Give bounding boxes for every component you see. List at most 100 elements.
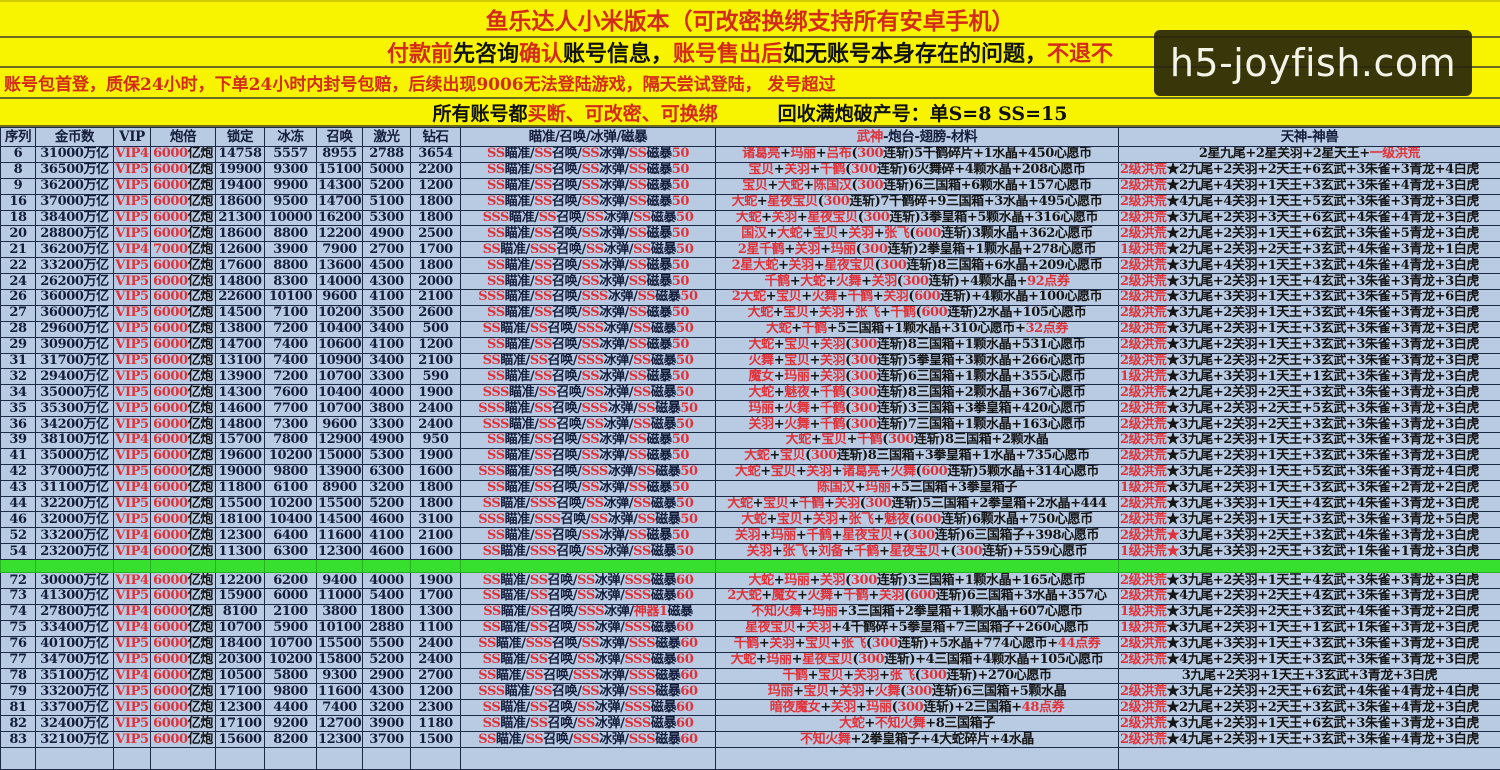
skill-fragment: SSS (624, 620, 650, 635)
wushen-fragment: 诸葛亮 (842, 464, 880, 479)
cell-freeze: 8800 (265, 226, 317, 242)
skill-fragment: SS (530, 604, 548, 619)
separator-cell (411, 560, 461, 573)
wushen-fragment: + (1009, 684, 1020, 699)
skill-fragment: 召唤/ (552, 401, 582, 416)
skill-fragment: 磁暴 (651, 242, 676, 257)
cell-skills: SS瞄准/SSS召唤/SS冰弹/SS磁暴50 (461, 496, 716, 512)
cell-index: 42 (1, 464, 36, 480)
skill-fragment: 磁暴 (651, 700, 676, 715)
cell-wushen: 国汉+大蛇+宝贝+关羽+张飞(600连斩)3颗水晶+362心愿币 (716, 226, 1119, 242)
wushen-fragment: 1颗水晶 (962, 604, 1008, 619)
wushen-fragment: 张飞 (848, 512, 873, 527)
separator-cell (461, 560, 716, 573)
cell-laser: 4000 (363, 573, 411, 589)
wushen-fragment: + (829, 684, 840, 699)
cell-coins: 32200万亿 (36, 496, 114, 512)
wushen-fragment: 宝贝 (749, 162, 774, 177)
cell-tianshen: 2级洪荒★3九尾+4关羽+1天王+3玄武+4朱雀+4青龙+3白虎 (1119, 258, 1500, 274)
wushen-fragment: 8三国箱 (908, 337, 954, 352)
skill-fragment: 瞄准/ (505, 178, 535, 193)
cannon-unit: 亿炮 (188, 620, 213, 635)
skill-fragment: 冰弹/ (604, 353, 634, 368)
cell-coins: 40100万亿 (36, 636, 114, 652)
notice-fragment: 账号信息， (563, 36, 673, 68)
cell-wushen: 大蛇+宝贝+关羽(300连斩)8三国箱+1颗水晶+531心愿币 (716, 337, 1119, 353)
honghuang-level: 2级洪荒 (1120, 652, 1166, 667)
cell-coins: 26200万亿 (36, 274, 114, 290)
cell-lock: 10500 (216, 668, 265, 684)
skill-fragment: 召唤/ (548, 716, 578, 731)
skill-fragment: 瞄准/ (500, 716, 530, 731)
combo-count: 300 (903, 274, 929, 289)
cell-cannon: 6000亿炮 (151, 573, 216, 589)
cell-cannon: 6000亿炮 (151, 636, 216, 652)
honghuang-level: 2级洪荒 (1120, 417, 1166, 432)
cannon-value: 7000 (153, 242, 188, 257)
cell-vip: VIP4 (114, 433, 151, 449)
cell-skills: SSS瞄准/SS召唤/SSS冰弹/SS磁暴50 (461, 464, 716, 480)
cell-lock: 14700 (216, 337, 265, 353)
cannon-unit: 亿炮 (188, 433, 213, 448)
cell-laser: 3200 (363, 700, 411, 716)
cell-skills: SS瞄准/SS召唤/SS冰弹/SS磁暴50 (461, 369, 716, 385)
cell-laser: 3200 (363, 480, 411, 496)
beast-list: 2九尾+2关羽+2天王+6玄武+3朱雀+3青龙+4白虎 (1179, 162, 1479, 177)
combo-count: 300 (865, 496, 891, 511)
skill-fragment: 瞄准/ (509, 210, 539, 225)
wushen-fragment: 5千鹤碎片 (914, 147, 973, 162)
header-diamond: 钻石 (411, 128, 461, 147)
cell-vip: VIP5 (114, 290, 151, 306)
cell-diamond: 2200 (411, 162, 461, 178)
wushen-fragment: 5颗水晶 (978, 464, 1024, 479)
wushen-fragment: 宝贝 (777, 512, 802, 527)
wushen-fragment: + (844, 305, 855, 320)
cell-coins: 31700万亿 (36, 353, 114, 369)
cell-skills: SS瞄准/SS召唤/SS冰弹/SS磁暴50 (461, 448, 716, 464)
skill-fragment: SS (629, 162, 647, 177)
cell-vip: VIP5 (114, 258, 151, 274)
cell-lock: 12300 (216, 700, 265, 716)
beast-list: 4九尾+4关羽+1天王+5玄武+3朱雀+3青龙+3白虎 (1179, 194, 1479, 209)
star-icon: ★ (1166, 226, 1179, 241)
star-icon: ★ (1166, 716, 1179, 731)
wushen-fragment: + (971, 290, 982, 305)
